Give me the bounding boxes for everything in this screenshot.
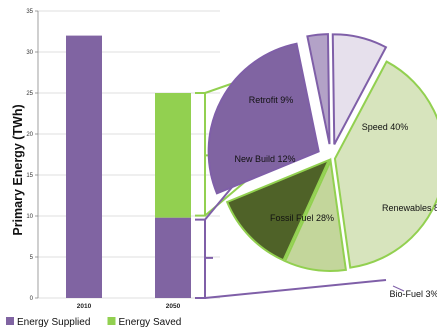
pie-label: Fossil Fuel 28% [270,213,334,223]
gridlines [38,10,220,299]
legend: Energy Supplied Energy Saved [6,317,181,328]
y-tick-label: 0 [30,296,34,302]
pie-label: Renewables 8 [382,203,437,213]
bio-fuel-leader-line [392,285,405,292]
pie-slice-renewables [331,33,388,145]
x-tick-label: 2010 [77,303,92,310]
pie-slice-speed [333,60,437,269]
y-axis-title: Primary Energy (TWh) [11,104,25,235]
legend-swatch [107,317,116,325]
energy-supplied-connector [204,185,387,299]
bar-energy-supplied [155,217,191,298]
legend-label: Energy Saved [119,317,182,328]
y-tick-label: 25 [26,91,33,97]
legend-swatch [6,317,14,325]
pie-slice-retrofit [283,157,348,272]
bar-series [66,35,191,298]
pie-slice-new-build [225,158,331,262]
bar-energy-supplied [66,35,102,298]
pie-label: New Build 12% [234,154,295,164]
y-tick-label: 20 [26,132,33,138]
y-tick-label: 5 [30,255,34,261]
pie-label: Speed 40% [362,122,409,132]
y-tick-label: 10 [26,214,33,220]
y-tick-label: 15 [26,173,33,179]
pie-label: Retrofit 9% [249,95,294,105]
bar-to-pie-connectors [195,62,387,299]
bar-energy-saved [155,93,191,218]
pie-slice-bio-fuel [306,33,331,145]
y-tick-label: 30 [26,50,33,56]
pie-labels: Speed 40% Retrofit 9% New Build 12% Fossil … [234,95,437,299]
energy-supplied-bracket [195,218,213,299]
legend-label: Energy Supplied [17,317,90,328]
pie-label: Bio-Fuel 3% [389,289,437,299]
x-tick-label: 2050 [166,303,181,310]
pie-slice-fossil-fuel [207,42,320,195]
pie-slices [207,33,437,272]
y-axis: 0 5 10 15 20 25 30 35 [26,9,39,302]
x-axis-labels: 2010 2050 [77,303,181,310]
y-tick-label: 35 [26,9,33,15]
